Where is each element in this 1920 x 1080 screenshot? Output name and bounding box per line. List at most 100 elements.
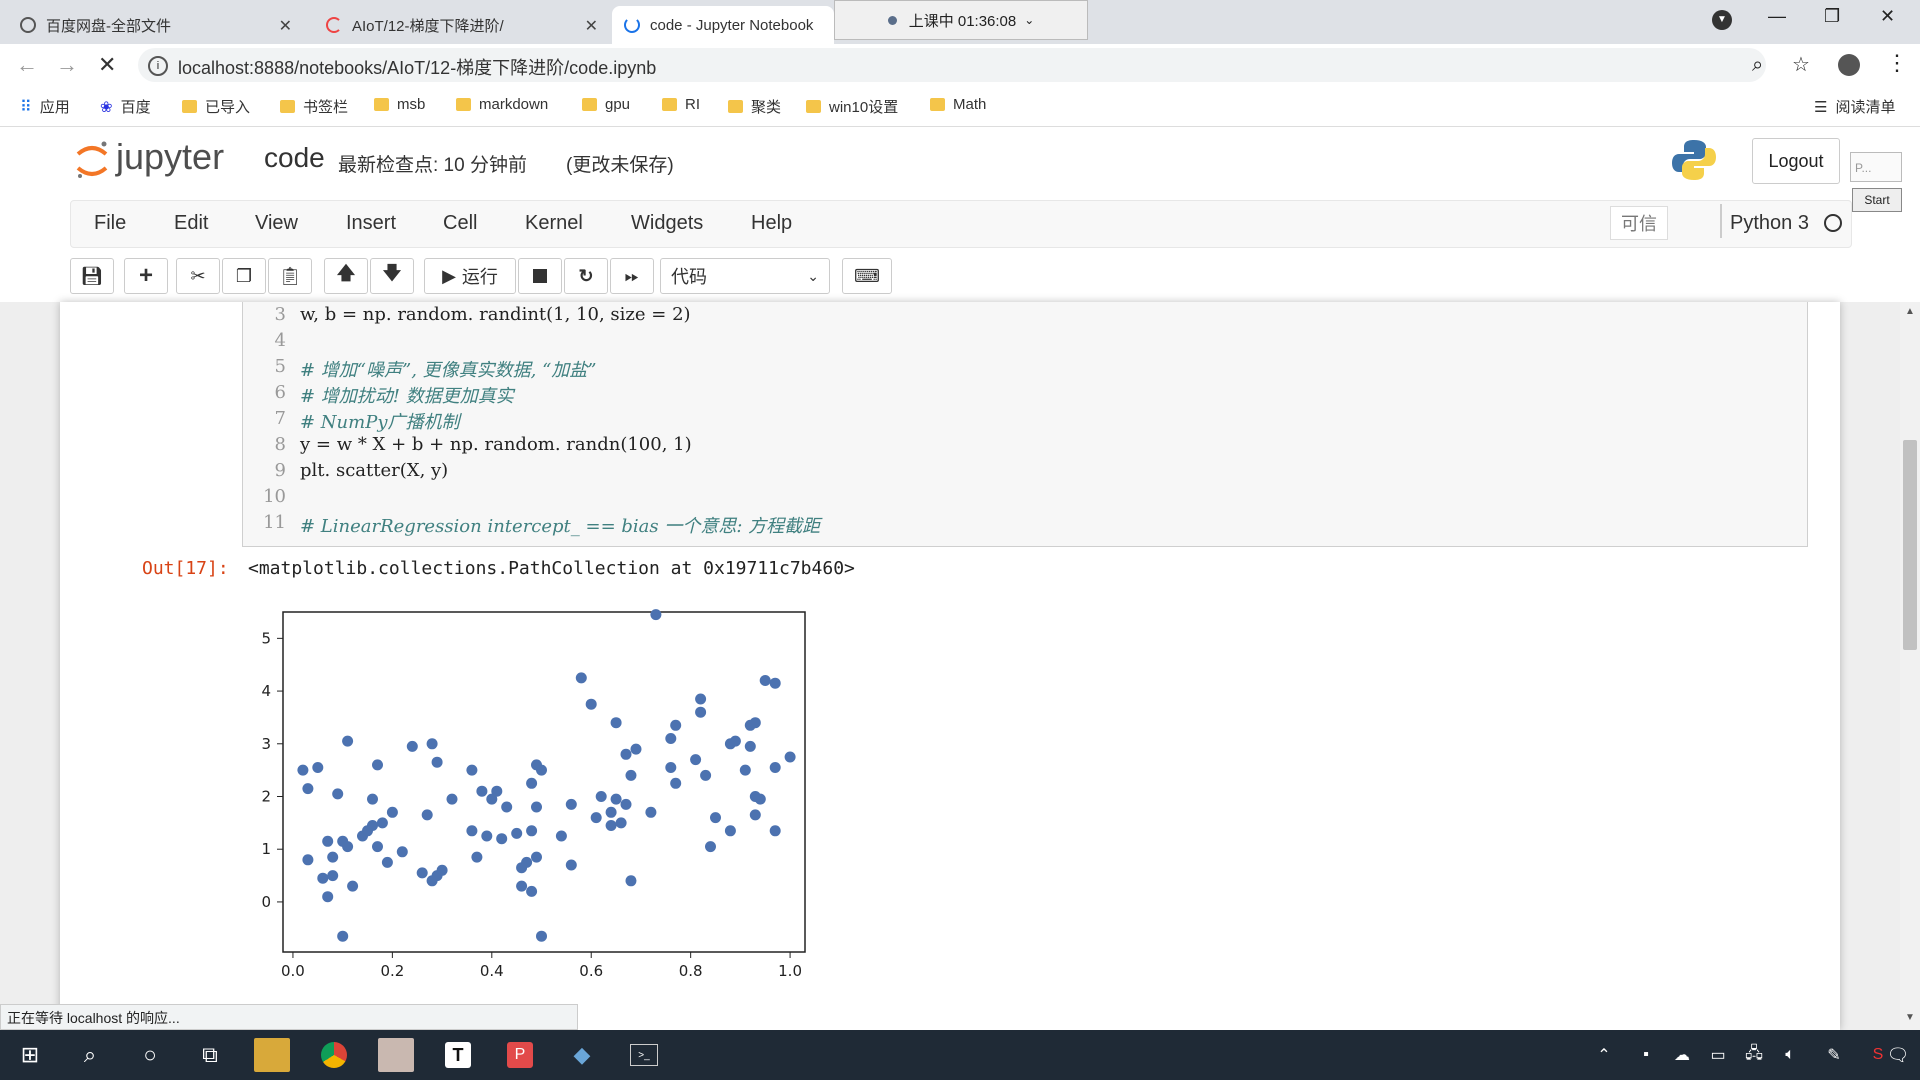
trusted-indicator[interactable]: 可信 [1610,206,1668,240]
output-text: <matplotlib.collections.PathCollection a… [248,558,855,579]
onedrive-icon[interactable]: ☁ [1674,1047,1690,1064]
tray-app-icon[interactable]: ▪ [1643,1046,1649,1063]
task-view-icon[interactable]: ⧉ [202,1042,218,1067]
jupyter-wordmark: jupyter [116,136,225,177]
interrupt-button[interactable] [518,258,562,294]
code-cell-input[interactable] [242,302,1808,547]
restart-button[interactable]: ↻ [564,258,608,294]
tab-code-notebook[interactable]: code - Jupyter Notebook [612,6,834,44]
recording-indicator[interactable]: 上课中 01:36:08 ⌄ [834,0,1088,40]
notebook-name[interactable]: code [264,142,325,173]
code-comment-line[interactable]: # 增加扰动! 数据更加真实 [300,386,514,407]
tab-search-icon[interactable]: ▼ [1712,10,1732,30]
tab-aiot[interactable]: AIoT/12-梯度下降进阶/ ✕ [314,6,610,44]
menu-view[interactable]: View [255,212,298,234]
paint-app-icon[interactable] [378,1038,414,1072]
code-comment-line[interactable]: # 增加“噪声”, 更像真实数据, “加盐” [300,360,597,381]
search-icon[interactable]: ⌕ [83,1042,97,1067]
scatter-point [620,798,632,810]
restart-icon: ↻ [578,265,594,286]
scatter-point [327,870,339,882]
tray-chevron-icon[interactable]: ⌃ [1597,1047,1611,1064]
menu-insert[interactable]: Insert [346,212,397,234]
maximize-icon[interactable]: ❐ [1824,6,1841,26]
url-text[interactable]: localhost:8888/notebooks/AIoT/12-梯度下降进阶/… [178,58,657,78]
scatter-point [575,672,587,684]
paste-button[interactable]: 📋︎ [268,258,312,294]
move-up-button[interactable]: 🡅 [324,258,368,294]
side-widget-input[interactable]: P... [1850,152,1902,182]
insert-cell-button[interactable]: + [124,258,168,294]
browser-menu-icon[interactable]: ⋮ [1886,50,1908,75]
bookmark-markdown[interactable]: markdown [456,96,548,113]
reading-list[interactable]: ☰ 阅读清单 [1814,96,1895,117]
restart-run-all-button[interactable]: ⏩︎ [610,258,654,294]
menu-cell[interactable]: Cell [443,212,478,234]
code-line[interactable]: plt. scatter(X, y) [300,460,449,481]
back-icon[interactable]: ← [16,52,38,77]
file-explorer-icon[interactable] [254,1038,290,1072]
pen-icon[interactable]: ✎ [1827,1047,1841,1064]
folder-icon [280,100,295,113]
bookmark-star-icon[interactable]: ☆ [1792,54,1810,76]
zoom-icon[interactable]: ⌕ [1752,54,1764,76]
cut-button[interactable]: ✂ [176,258,220,294]
bookmark-gpu[interactable]: gpu [582,96,630,113]
profile-avatar[interactable] [1838,54,1860,76]
code-line[interactable]: y = w * X + b + np. random. randn(100, 1… [300,434,692,455]
tab-baidu[interactable]: 百度网盘-全部文件 ✕ [8,6,304,44]
window-close-icon[interactable]: ✕ [1880,6,1896,26]
notification-center-icon[interactable]: 🗨︎ [1886,1044,1910,1065]
wps-pdf-icon[interactable]: P [502,1038,538,1072]
bookmark-bar-folder[interactable]: 书签栏 [280,96,348,117]
scatter-point [620,748,632,760]
sogou-ime-icon[interactable]: S [1872,1046,1884,1063]
scatter-point [317,872,329,884]
run-button[interactable]: ▶ 运行 [424,258,516,294]
bookmark-msb[interactable]: msb [374,96,425,113]
omnibox[interactable] [138,48,1766,82]
code-comment-line[interactable]: # LinearRegression intercept_ == bias 一个… [300,516,821,537]
vscode-icon[interactable]: ◆ [573,1042,591,1067]
forward-icon[interactable]: → [56,52,78,77]
menu-kernel[interactable]: Kernel [525,212,583,234]
scroll-up-icon[interactable]: ▲ [1905,306,1915,317]
chrome-icon[interactable] [316,1038,352,1072]
volume-icon[interactable]: 🔈︎ [1785,1046,1795,1063]
terminal-icon[interactable]: >_ [626,1038,662,1072]
typora-icon[interactable]: T [440,1038,476,1072]
code-comment-line[interactable]: # NumPy广播机制 [300,412,460,433]
menu-edit[interactable]: Edit [174,212,209,234]
bookmark-math[interactable]: Math [930,96,986,113]
network-icon[interactable]: 🖧︎ [1745,1044,1763,1062]
scroll-down-icon[interactable]: ▼ [1905,1012,1915,1023]
minimize-icon[interactable]: — [1768,6,1786,26]
save-button[interactable]: 💾︎ [70,258,114,294]
code-line[interactable]: w, b = np. random. randint(1, 10, size =… [300,304,691,325]
close-tab-icon[interactable]: ✕ [278,18,292,35]
jupyter-logo-icon[interactable] [74,138,110,182]
move-down-button[interactable]: 🡇 [370,258,414,294]
cell-type-select[interactable]: 代码 ⌄ [660,258,830,294]
page-scrollbar[interactable] [1900,302,1920,1030]
bookmark-clustering[interactable]: 聚类 [728,96,781,117]
bookmark-imported[interactable]: 已导入 [182,96,250,117]
close-tab-icon[interactable]: ✕ [584,18,598,35]
bookmark-baidu[interactable]: ❀ 百度 [100,96,151,117]
menu-file[interactable]: File [94,212,127,234]
menu-widgets[interactable]: Widgets [631,212,704,234]
scrollbar-thumb[interactable] [1903,440,1917,650]
site-info-icon[interactable]: i [148,56,168,76]
windows-start-icon[interactable]: ⊞ [20,1042,40,1067]
menu-help[interactable]: Help [751,212,793,234]
cortana-icon[interactable]: ○ [143,1042,157,1067]
battery-icon[interactable]: ▭ [1710,1047,1726,1064]
command-palette-button[interactable]: ⌨ [842,258,892,294]
logout-button[interactable]: Logout [1752,138,1840,184]
start-button[interactable]: Start [1852,188,1902,212]
copy-button[interactable]: ❐ [222,258,266,294]
bookmark-win10[interactable]: win10设置 [806,96,898,117]
bookmark-apps[interactable]: ⠿ 应用 [20,96,70,117]
bookmark-ri[interactable]: RI [662,96,700,113]
stop-loading-icon[interactable]: ✕ [98,52,117,77]
